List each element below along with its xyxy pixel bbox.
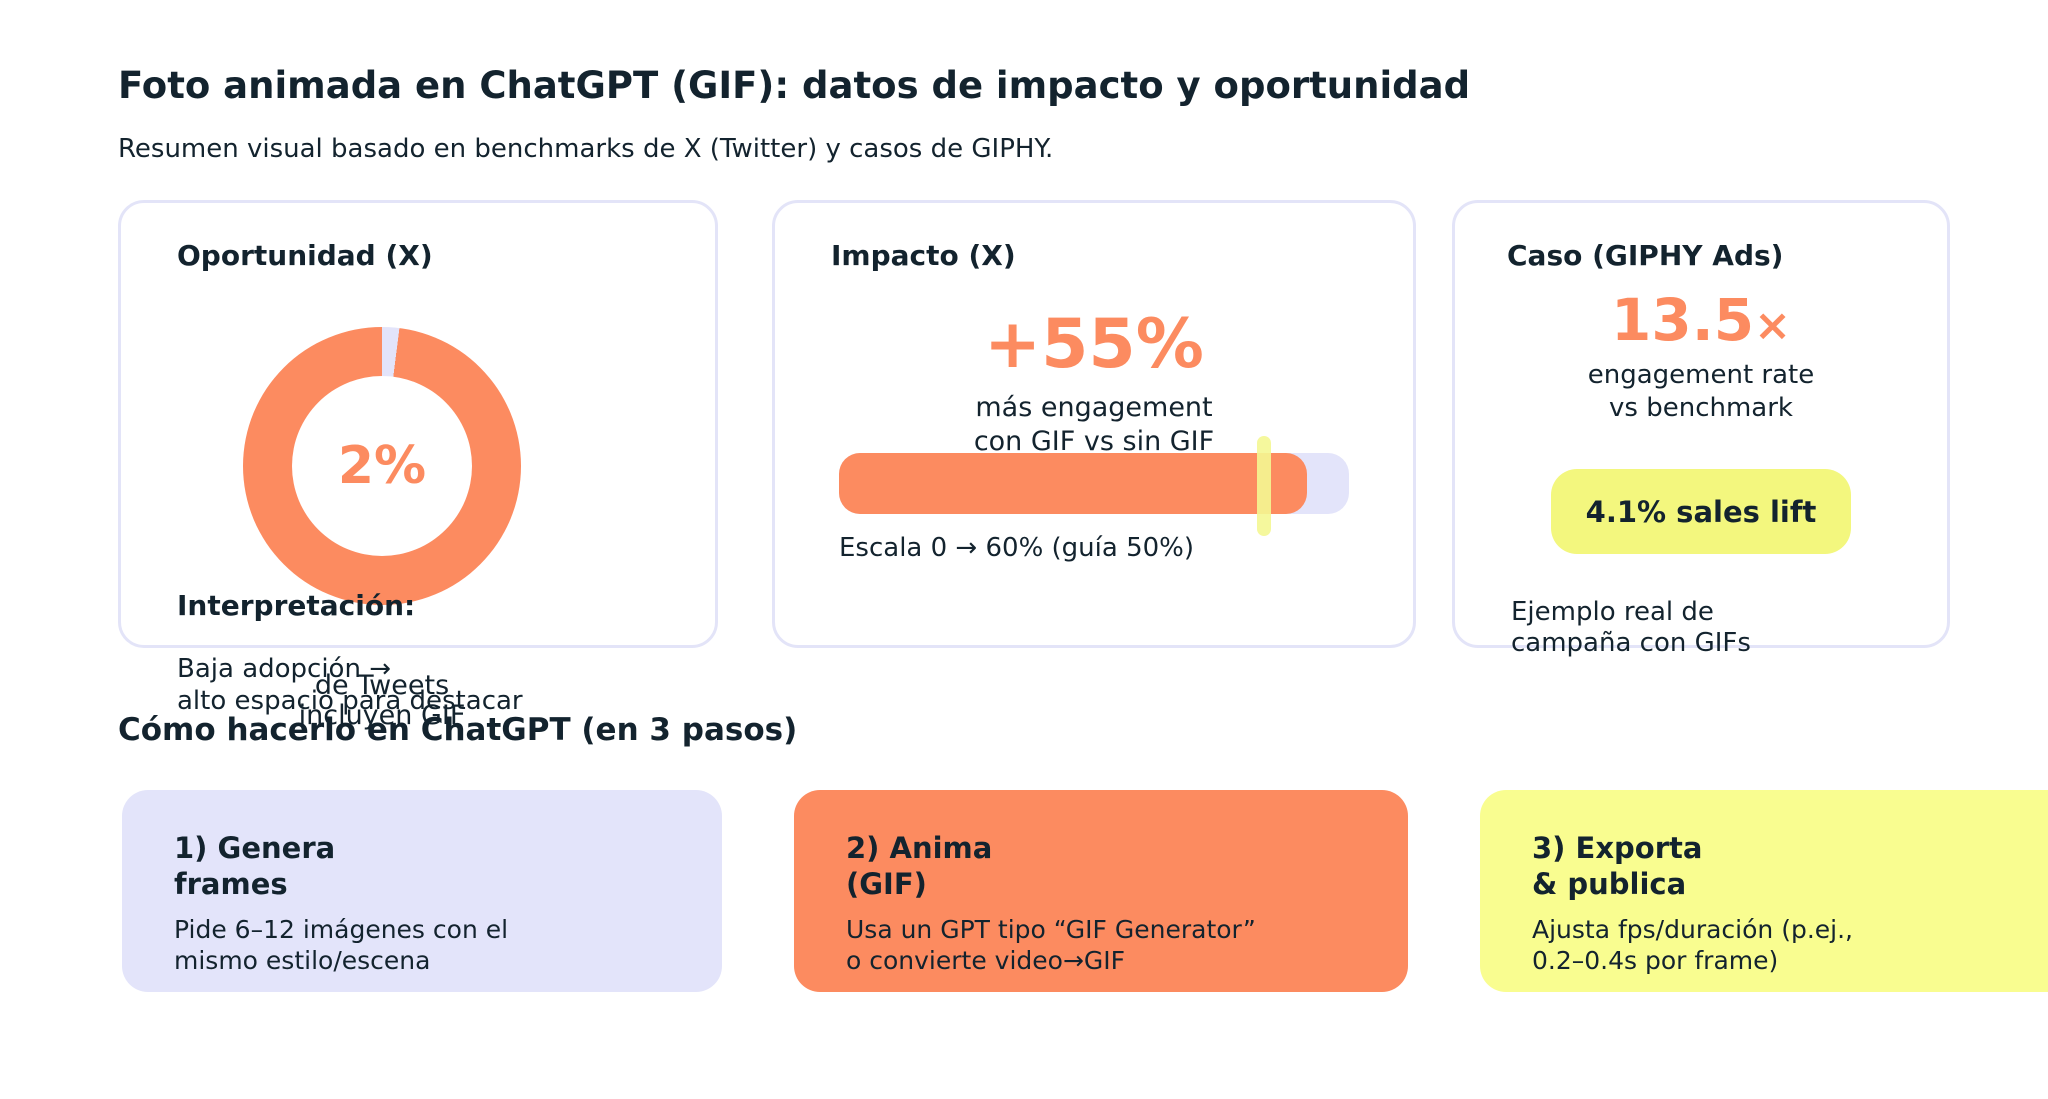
donut-caption-line1: de Tweets <box>314 670 450 701</box>
caso-footnote: Ejemplo real de campaña con GIFs <box>1511 597 1751 659</box>
impact-caption-line2: con GIF vs sin GIF <box>973 426 1215 457</box>
step1-title-line1: 1) Genera <box>174 831 336 865</box>
step2-title-line1: 2) Anima <box>846 831 993 865</box>
card-caso: Caso (GIPHY Ads) 13.5× engagement rate v… <box>1452 200 1950 658</box>
impact-bar-fill <box>839 453 1307 514</box>
impact-guide-marker <box>1257 436 1271 536</box>
interpretation-label: Interpretación: <box>177 589 416 622</box>
step2-body-line1: Usa un GPT tipo “GIF Generator” <box>846 915 1256 944</box>
sales-lift-badge: 4.1% sales lift <box>1551 469 1851 554</box>
caso-caption-line2: vs benchmark <box>1609 393 1793 423</box>
step2-body: Usa un GPT tipo “GIF Generator” o convie… <box>846 914 1256 976</box>
step-card-exporta-publica: 3) Exporta & publica Ajusta fps/duración… <box>1480 790 2048 992</box>
step3-body: Ajusta fps/duración (p.ej., 0.2–0.4s por… <box>1532 914 1853 976</box>
step3-title-line1: 3) Exporta <box>1532 831 1703 865</box>
page-subtitle: Resumen visual basado en benchmarks de X… <box>118 134 1054 164</box>
step1-body-line2: mismo estilo/escena <box>174 946 431 975</box>
step1-body-line1: Pide 6–12 imágenes con el <box>174 915 509 944</box>
step-card-genera-frames: 1) Genera frames Pide 6–12 imágenes con … <box>122 790 722 992</box>
impact-big-value: +55% <box>984 305 1204 384</box>
caso-big-value-number: 13.5 <box>1611 286 1755 354</box>
donut-hole <box>292 376 472 556</box>
impact-caption-line1: más engagement <box>975 392 1213 423</box>
caso-caption: engagement rate vs benchmark <box>1455 359 1947 425</box>
caso-big-value-times: × <box>1754 300 1791 351</box>
impact-caption: más engagement con GIF vs sin GIF <box>775 391 1413 459</box>
step-card-anima-gif: 2) Anima (GIF) Usa un GPT tipo “GIF Gene… <box>794 790 1408 992</box>
step3-body-line2: 0.2–0.4s por frame) <box>1532 946 1779 975</box>
step1-body: Pide 6–12 imágenes con el mismo estilo/e… <box>174 914 508 976</box>
step1-title: 1) Genera frames <box>174 830 335 902</box>
donut-caption-line2: incluyen GIF <box>298 700 466 731</box>
step2-title-line2: (GIF) <box>846 867 927 901</box>
interpretation-body: Baja adopción → alto espacio para destac… <box>177 653 523 717</box>
caso-big-value: 13.5× <box>1455 291 1947 349</box>
donut-chart: 2% <box>243 327 521 605</box>
howto-section-title: Cómo hacerlo en ChatGPT (en 3 pasos) <box>118 712 798 748</box>
caso-footnote-line2: campaña con GIFs <box>1511 628 1751 658</box>
donut-value-label: 2% <box>337 436 427 496</box>
interpretation-line1: Baja adopción → <box>177 654 391 684</box>
step3-body-line1: Ajusta fps/duración (p.ej., <box>1532 915 1853 944</box>
card-impacto-title: Impacto (X) <box>831 239 1016 272</box>
interpretation-line2: alto espacio para destacar <box>177 686 523 716</box>
impact-scale-label: Escala 0 → 60% (guía 50%) <box>839 533 1195 563</box>
card-oportunidad: Oportunidad (X) 2% de Tweets incluyen GI… <box>118 200 718 731</box>
page-title: Foto animada en ChatGPT (GIF): datos de … <box>118 64 1471 107</box>
step1-title-line2: frames <box>174 867 288 901</box>
caso-caption-line1: engagement rate <box>1587 360 1815 390</box>
step2-body-line2: o convierte video→GIF <box>846 946 1126 975</box>
impact-bar-track <box>839 436 1349 536</box>
step3-title: 3) Exporta & publica <box>1532 830 1702 902</box>
caso-footnote-line1: Ejemplo real de <box>1511 597 1714 627</box>
card-impacto: Impacto (X) +55% más engagement con GIF … <box>772 200 1416 648</box>
card-caso-title: Caso (GIPHY Ads) <box>1507 239 1784 272</box>
donut-caption: de Tweets incluyen GIF <box>243 671 521 731</box>
step2-title: 2) Anima (GIF) <box>846 830 992 902</box>
step3-title-line2: & publica <box>1532 867 1687 901</box>
card-oportunidad-title: Oportunidad (X) <box>177 239 433 272</box>
